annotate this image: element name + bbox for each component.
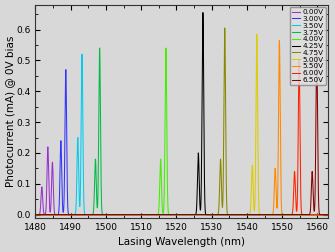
X-axis label: Lasing Wavelength (nm): Lasing Wavelength (nm) [118, 237, 245, 247]
Y-axis label: Photocurrent (mA) @ 0V bias: Photocurrent (mA) @ 0V bias [5, 36, 15, 187]
Legend: 0.00V, 3.00V, 3.50V, 3.75V, 4.00V, 4.25V, 4.75V, 5.00V, 5.50V, 6.00V, 6.50V: 0.00V, 3.00V, 3.50V, 3.75V, 4.00V, 4.25V… [289, 7, 326, 85]
